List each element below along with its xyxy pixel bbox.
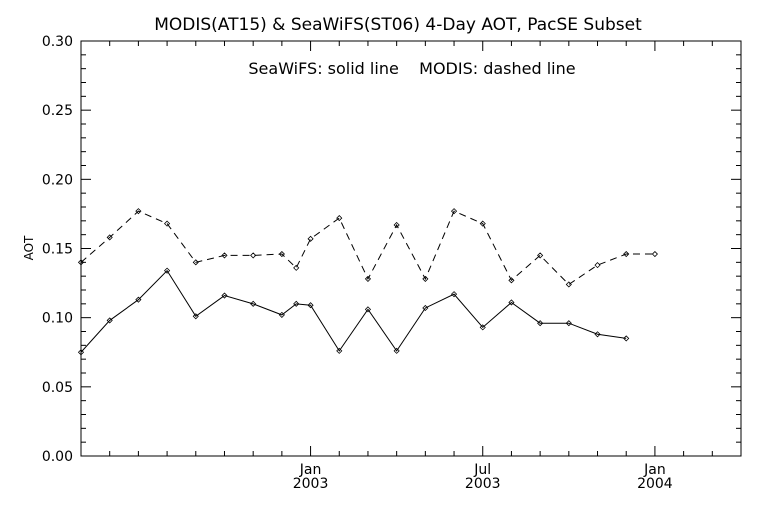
data-point-seawifs: [508, 299, 515, 306]
data-point-modis: [135, 208, 142, 215]
x-tick-year: 2003: [293, 476, 329, 492]
data-point-seawifs: [307, 302, 314, 309]
plot-frame: [80, 40, 742, 457]
data-point-seawifs: [164, 267, 171, 274]
y-tick-label: 0.00: [42, 449, 73, 465]
data-point-seawifs: [250, 300, 257, 307]
data-point-modis: [307, 235, 314, 242]
data-point-modis: [192, 259, 199, 266]
y-axis: 0.00 0.05 0.10 0.15 0.20 0.25 0.30: [42, 34, 741, 465]
y-tick-label: 0.10: [42, 311, 73, 327]
series-line-modis: [80, 210, 655, 286]
y-tick-label: 0.25: [42, 103, 73, 119]
data-point-modis: [479, 220, 486, 227]
data-point-seawifs: [565, 320, 572, 327]
y-axis-label: AOT: [22, 235, 36, 260]
data-point-seawifs: [479, 324, 486, 331]
data-point-seawifs: [135, 296, 142, 303]
data-point-seawifs: [450, 291, 458, 298]
data-point-modis: [336, 215, 343, 222]
data-point-modis: [450, 208, 458, 215]
data-point-seawifs: [364, 306, 372, 313]
x-tick-month: Jan: [643, 462, 666, 478]
data-point-modis: [623, 250, 630, 258]
x-tick-month: Jul: [473, 462, 491, 478]
data-point-modis: [293, 264, 300, 271]
data-point-seawifs: [192, 313, 199, 320]
data-point-modis: [250, 252, 257, 259]
data-point-seawifs: [422, 304, 429, 312]
data-point-modis: [508, 277, 515, 284]
series-layer: [77, 208, 658, 356]
chart-title: MODIS(AT15) & SeaWiFS(ST06) 4-Day AOT, P…: [154, 15, 642, 35]
x-tick-year: 2004: [637, 476, 673, 492]
data-point-seawifs: [278, 311, 285, 318]
data-point-seawifs: [594, 331, 601, 338]
y-tick-label: 0.30: [42, 34, 73, 50]
data-point-modis: [422, 275, 429, 282]
x-tick-month: Jan: [299, 462, 322, 478]
data-point-modis: [364, 275, 372, 282]
data-point-modis: [221, 252, 228, 259]
data-point-seawifs: [623, 335, 630, 342]
data-point-modis: [594, 262, 601, 269]
data-point-seawifs: [77, 349, 85, 356]
data-point-modis: [537, 252, 544, 259]
data-point-modis: [77, 259, 85, 266]
data-point-seawifs: [221, 292, 228, 299]
series-line-seawifs: [80, 269, 627, 353]
data-point-modis: [278, 250, 285, 258]
data-point-seawifs: [393, 347, 400, 354]
data-point-modis: [164, 220, 171, 227]
line-style-annotation: SeaWiFS: solid line MODIS: dashed line: [248, 59, 575, 78]
data-point-modis: [565, 281, 572, 288]
x-tick-year: 2003: [465, 476, 501, 492]
data-point-seawifs: [293, 300, 300, 307]
data-point-modis: [393, 221, 400, 229]
data-point-modis: [106, 234, 113, 241]
y-tick-label: 0.15: [42, 242, 73, 258]
y-tick-label: 0.20: [42, 172, 73, 188]
data-point-seawifs: [537, 320, 544, 327]
data-point-seawifs: [106, 317, 113, 324]
data-point-seawifs: [336, 347, 343, 354]
y-tick-label: 0.05: [42, 380, 73, 396]
data-point-modis: [651, 250, 658, 258]
